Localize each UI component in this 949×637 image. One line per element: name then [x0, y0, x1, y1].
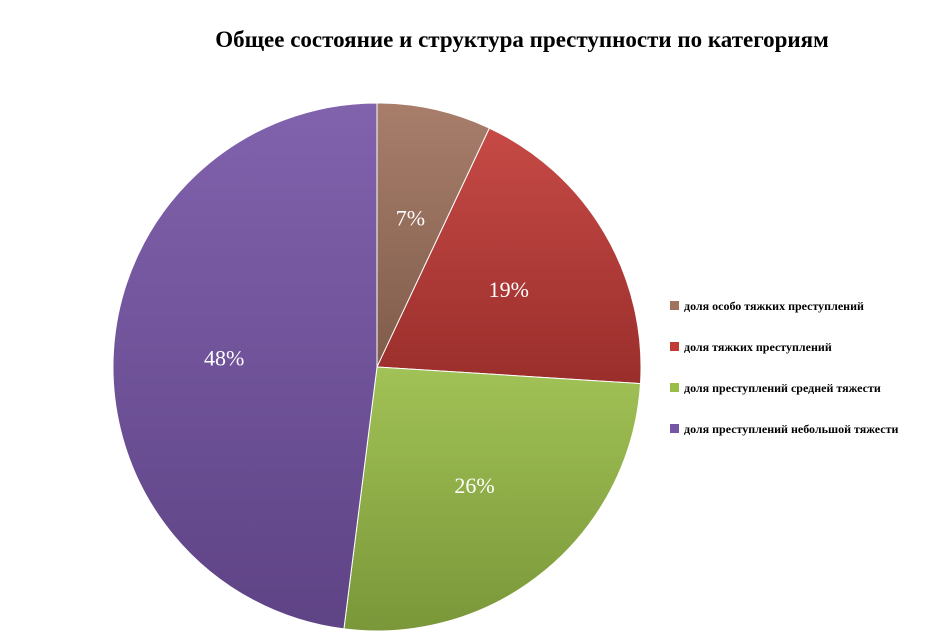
pie-slices — [112, 102, 642, 632]
pie-slice-label-доля-преступлений-небольшой-тяжести: 48% — [204, 345, 244, 370]
legend-swatch — [670, 342, 679, 351]
pie-slice-label-доля-особо-тяжких-преступлений: 7% — [396, 206, 425, 231]
legend: доля особо тяжких преступлений доля тяжки… — [670, 299, 898, 436]
legend-swatch — [670, 301, 679, 310]
legend-item-доля-преступлений-небольшой-тяжести: доля преступлений небольшой тяжести — [670, 422, 898, 436]
legend-swatch — [670, 424, 679, 433]
legend-swatch — [670, 383, 679, 392]
legend-label: доля преступлений небольшой тяжести — [684, 422, 898, 436]
pie-slice-labels: 7% 19% 26% 48% — [204, 206, 529, 498]
pie-slice-label-доля-преступлений-средней-тяжести: 26% — [454, 473, 494, 498]
pie-slice-доля-тяжких-преступлений — [376, 127, 642, 385]
pie-slice-label-доля-тяжких-преступлений: 19% — [489, 277, 529, 302]
legend-item-доля-особо-тяжких-преступлений: доля особо тяжких преступлений — [670, 299, 864, 313]
legend-label: доля преступлений средней тяжести — [684, 381, 881, 395]
pie-slice-доля-преступлений-средней-тяжести — [343, 366, 642, 632]
legend-label: доля тяжких преступлений — [684, 340, 832, 354]
legend-item-доля-преступлений-средней-тяжести: доля преступлений средней тяжести — [670, 381, 881, 395]
pie-slice-доля-преступлений-небольшой-тяжести — [112, 102, 378, 630]
legend-label: доля особо тяжких преступлений — [684, 299, 864, 313]
pie-slice-доля-особо-тяжких-преступлений — [376, 102, 491, 368]
chart-title: Общее состояние и структура преступности… — [215, 27, 829, 52]
legend-item-доля-тяжких-преступлений: доля тяжких преступлений — [670, 340, 832, 354]
